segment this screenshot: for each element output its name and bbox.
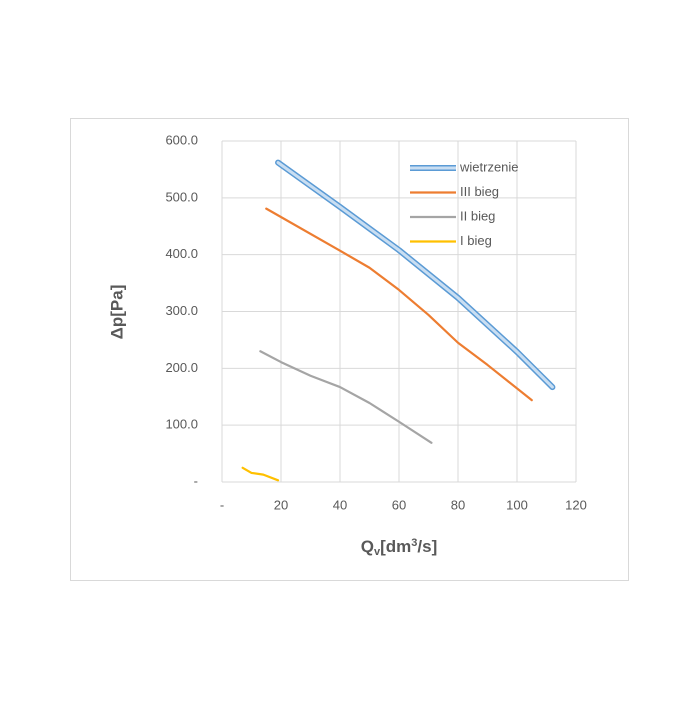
series-line: [241, 466, 280, 482]
series-line: [265, 207, 533, 402]
y-tick-label: 300.0: [165, 303, 198, 318]
x-tick-label: 100: [506, 497, 528, 512]
legend-label: II bieg: [460, 208, 495, 223]
y-tick-label: 500.0: [165, 189, 198, 204]
x-title-part: Q: [361, 537, 374, 556]
series-line: [259, 350, 433, 444]
y-tick-label: 200.0: [165, 360, 198, 375]
x-title-part: /s]: [417, 537, 437, 556]
y-tick-label: 400.0: [165, 246, 198, 261]
x-title-sup: 3: [411, 537, 417, 549]
legend-label: III bieg: [460, 184, 499, 199]
x-title-sub: v: [374, 546, 381, 558]
legend-label: I bieg: [460, 233, 492, 248]
y-tick-label: -: [194, 473, 198, 488]
x-axis-title: Qv[dm3/s]: [361, 537, 438, 558]
y-axis-title: Δp[Pa]: [107, 285, 126, 340]
y-tick-label: 600.0: [165, 132, 198, 147]
y-tick-label: 100.0: [165, 417, 198, 432]
chart-frame: [70, 118, 629, 581]
x-tick-label: -: [220, 497, 224, 512]
x-tick-label: 80: [451, 497, 465, 512]
series-line-inner: [276, 161, 554, 389]
x-title-part: [dm: [380, 537, 411, 556]
x-tick-label: 20: [274, 497, 288, 512]
x-tick-label: 60: [392, 497, 406, 512]
legend-label: wietrzenie: [459, 159, 519, 174]
x-tick-label: 40: [333, 497, 347, 512]
x-tick-label: 120: [565, 497, 587, 512]
